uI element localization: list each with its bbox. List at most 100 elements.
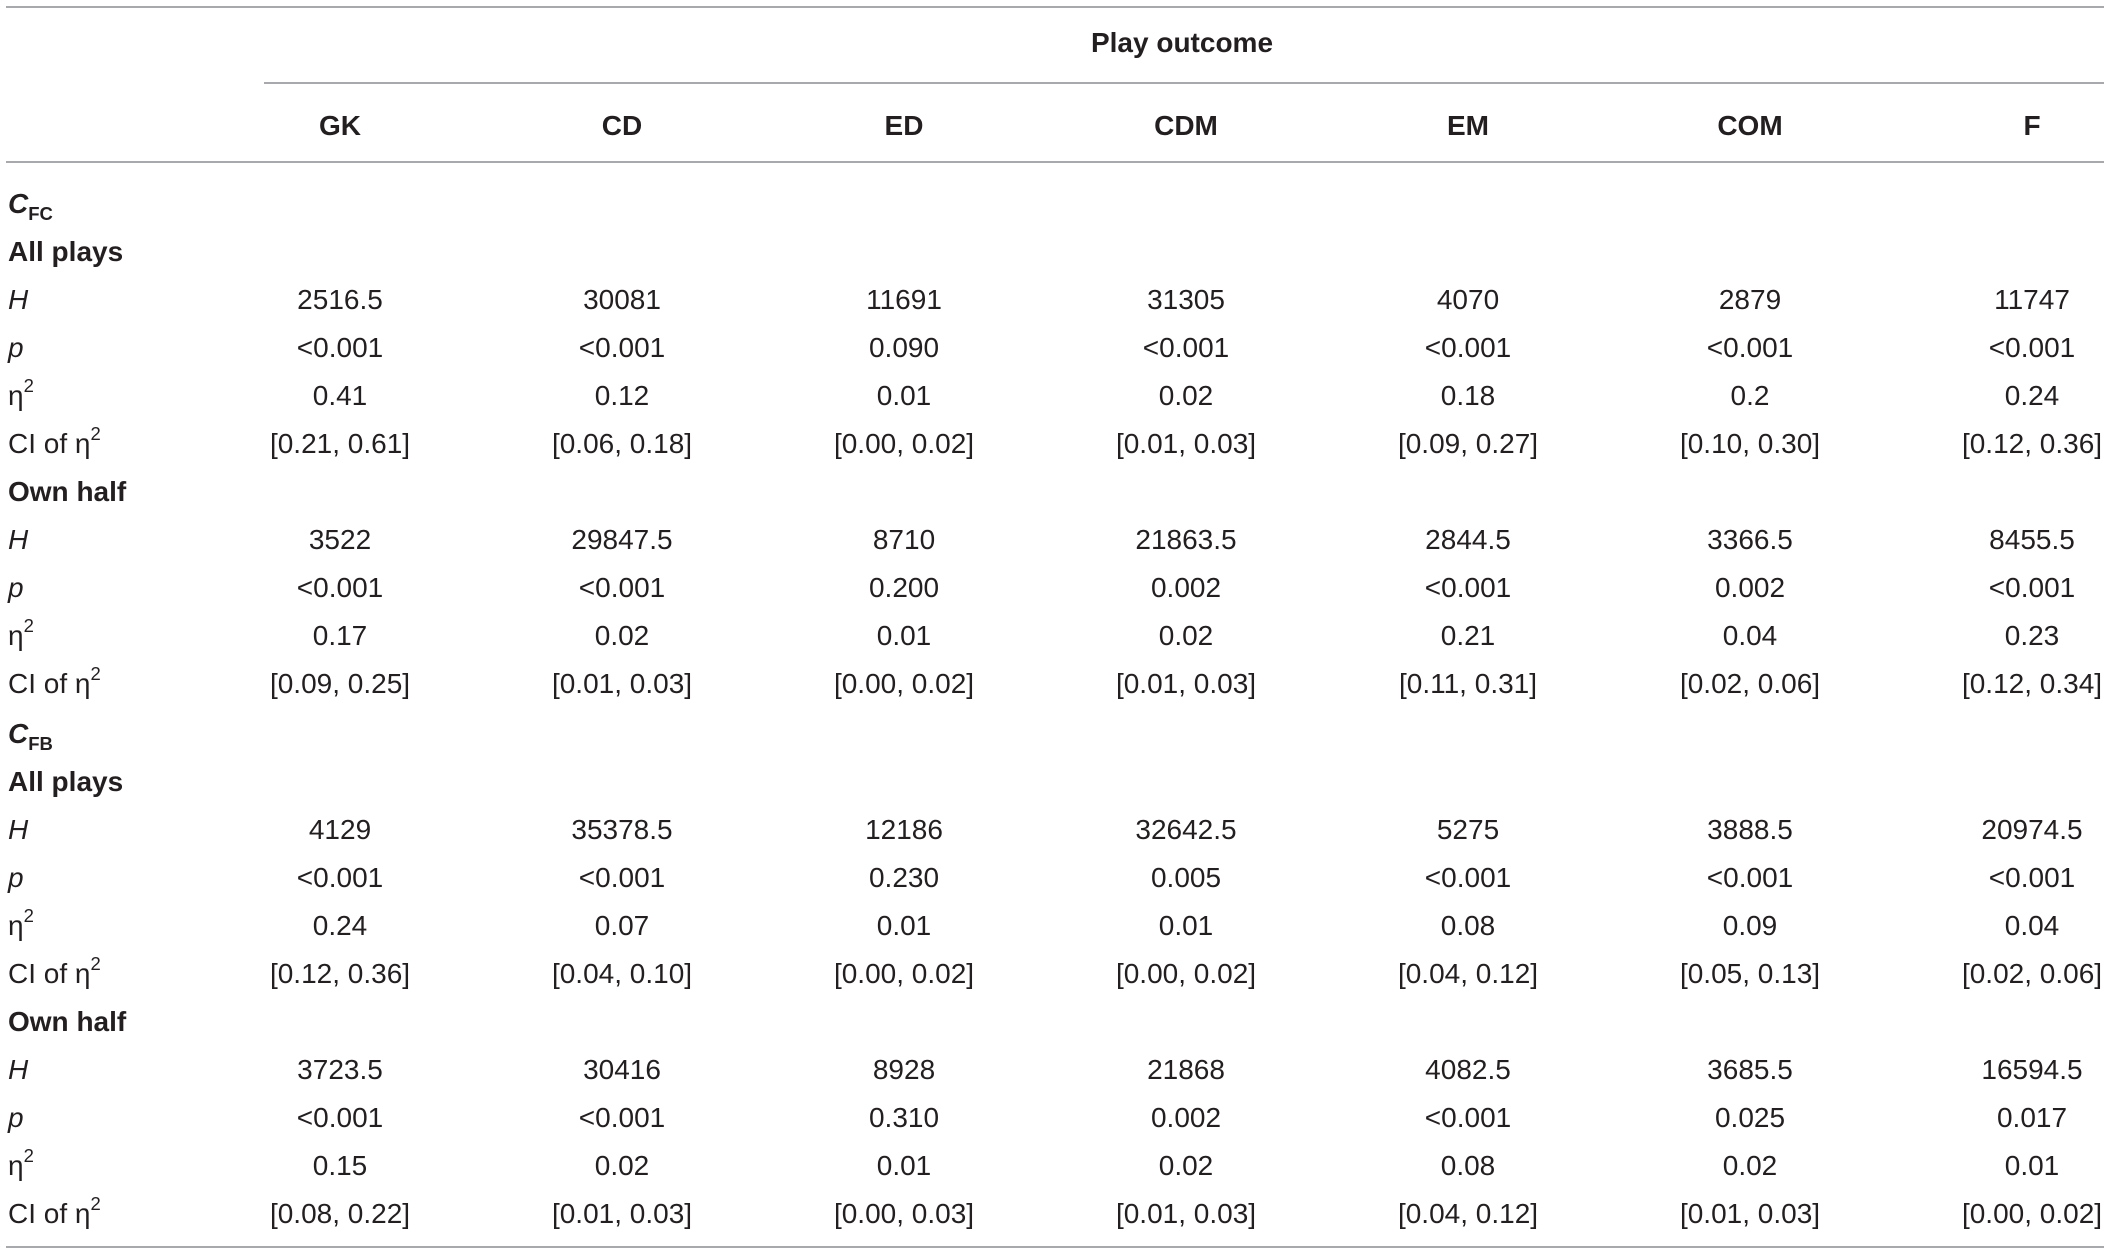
table-cell: 0.02	[594, 620, 650, 651]
eta-superscript: 2	[23, 904, 34, 926]
eta-superscript: 2	[23, 614, 34, 636]
table-cell: 0.18	[1440, 380, 1496, 411]
group-symbol: C	[8, 718, 29, 749]
table-cell: 2516.5	[297, 284, 383, 315]
table-cell: [0.10, 0.30]	[1679, 428, 1821, 459]
table-cell: 0.02	[1158, 620, 1214, 651]
group-subscript: FC	[28, 202, 53, 224]
table-cell: [0.05, 0.13]	[1679, 958, 1821, 989]
table-cell: [0.09, 0.27]	[1397, 428, 1539, 459]
table-cell: 0.41	[312, 380, 368, 411]
table-cell: [0.00, 0.02]	[833, 668, 975, 699]
table-cell: 0.230	[868, 862, 940, 893]
ci-superscript: 2	[90, 662, 101, 684]
eta-symbol: η	[8, 380, 24, 411]
table-cell: 11747	[1994, 284, 2070, 315]
stat-label-H: H	[8, 286, 28, 314]
section-title: Own half	[8, 1006, 127, 1037]
table-cell: 0.002	[1714, 572, 1786, 603]
table-cell: 0.002	[1150, 572, 1222, 603]
table-cell: 0.025	[1714, 1102, 1786, 1133]
table-cell: <0.001	[578, 572, 666, 603]
table-cell: 5275	[1436, 814, 1500, 845]
table-cell: 30081	[583, 284, 661, 315]
table-cell: 0.02	[1158, 1150, 1214, 1181]
stat-symbol-H: H	[8, 814, 29, 845]
table-cell: <0.001	[1706, 332, 1794, 363]
table-cell: 3723.5	[297, 1054, 383, 1085]
play-outcome-header: Play outcome	[1090, 27, 1274, 58]
stat-label-ci: CI of η2	[8, 1194, 101, 1229]
stat-symbol-p: p	[8, 332, 24, 363]
table-cell: 21868	[1147, 1054, 1225, 1085]
table-cell: 0.15	[312, 1150, 368, 1181]
ci-label: CI of η	[8, 958, 91, 989]
table-cell: 0.01	[876, 380, 932, 411]
group-symbol: C	[8, 188, 29, 219]
stat-label-H: H	[8, 1056, 28, 1084]
stat-label-H: H	[8, 816, 28, 844]
ci-label: CI of η	[8, 1198, 91, 1229]
stat-symbol-H: H	[8, 1054, 29, 1085]
table-cell: 0.21	[1440, 620, 1496, 651]
eta-symbol: η	[8, 620, 24, 651]
stat-label-ci: CI of η2	[8, 424, 101, 458]
group-title-fb: CFB	[8, 718, 53, 753]
stat-label-H: H	[8, 526, 28, 554]
table-cell: [0.12, 0.34]	[1961, 668, 2103, 699]
table-cell: 0.04	[2004, 910, 2060, 941]
stat-symbol-p: p	[8, 862, 24, 893]
table-cell: 3366.5	[1707, 524, 1793, 555]
top-rule	[6, 6, 2104, 8]
table-cell: 4082.5	[1425, 1054, 1511, 1085]
table-cell: [0.06, 0.18]	[551, 428, 693, 459]
table-cell: 4129	[308, 814, 372, 845]
table-cell: 0.310	[868, 1102, 940, 1133]
column-header-em: EM	[1447, 110, 1489, 141]
table-cell: 3888.5	[1707, 814, 1793, 845]
table-cell: [0.00, 0.03]	[833, 1198, 975, 1229]
table-cell: 0.02	[1158, 380, 1214, 411]
table-cell: <0.001	[1424, 862, 1512, 893]
table-cell: 0.17	[312, 620, 368, 651]
table-cell: [0.04, 0.12]	[1397, 958, 1539, 989]
table-cell: [0.01, 0.03]	[1115, 428, 1257, 459]
table-cell: 8710	[872, 524, 936, 555]
table-cell: 0.08	[1440, 1150, 1496, 1181]
table-cell: 0.01	[876, 910, 932, 941]
table-cell: 31305	[1147, 284, 1225, 315]
section-title: All plays	[8, 236, 124, 267]
table-cell: 2844.5	[1425, 524, 1511, 555]
eta-superscript: 2	[23, 1144, 34, 1166]
table-cell: [0.00, 0.02]	[833, 428, 975, 459]
table-cell: 0.200	[868, 572, 940, 603]
eta-symbol: η	[8, 1150, 24, 1181]
stat-label-p: p	[8, 574, 24, 602]
table-cell: 0.04	[1722, 620, 1778, 651]
table-cell: [0.01, 0.03]	[551, 668, 693, 699]
table-cell: 0.02	[594, 1150, 650, 1181]
table-cell: [0.04, 0.10]	[551, 958, 693, 989]
table-cell: [0.12, 0.36]	[269, 958, 411, 989]
eta-symbol: η	[8, 910, 24, 941]
table-cell: [0.01, 0.03]	[1115, 1198, 1257, 1229]
table-cell: [0.01, 0.03]	[551, 1198, 693, 1229]
stat-label-ci: CI of η2	[8, 954, 101, 989]
table-cell: <0.001	[1988, 572, 2076, 603]
table-cell: 29847.5	[571, 524, 673, 555]
table-cell: [0.02, 0.06]	[1679, 668, 1821, 699]
table-cell: 3685.5	[1707, 1054, 1793, 1085]
table-cell: 4070	[1436, 284, 1500, 315]
table-cell: 0.09	[1722, 910, 1778, 941]
stat-label-eta: η2	[8, 376, 34, 411]
group-title-fc: CFC	[8, 188, 53, 223]
table-cell: [0.04, 0.12]	[1397, 1198, 1539, 1229]
section-title: Own half	[8, 476, 127, 507]
table-cell: [0.00, 0.02]	[1115, 958, 1257, 989]
table-cell: 0.01	[876, 620, 932, 651]
table-cell: [0.00, 0.02]	[833, 958, 975, 989]
column-header-f: F	[2023, 110, 2041, 141]
table-cell: 0.24	[312, 910, 368, 941]
table-cell: 35378.5	[571, 814, 673, 845]
table-cell: [0.08, 0.22]	[269, 1198, 411, 1229]
